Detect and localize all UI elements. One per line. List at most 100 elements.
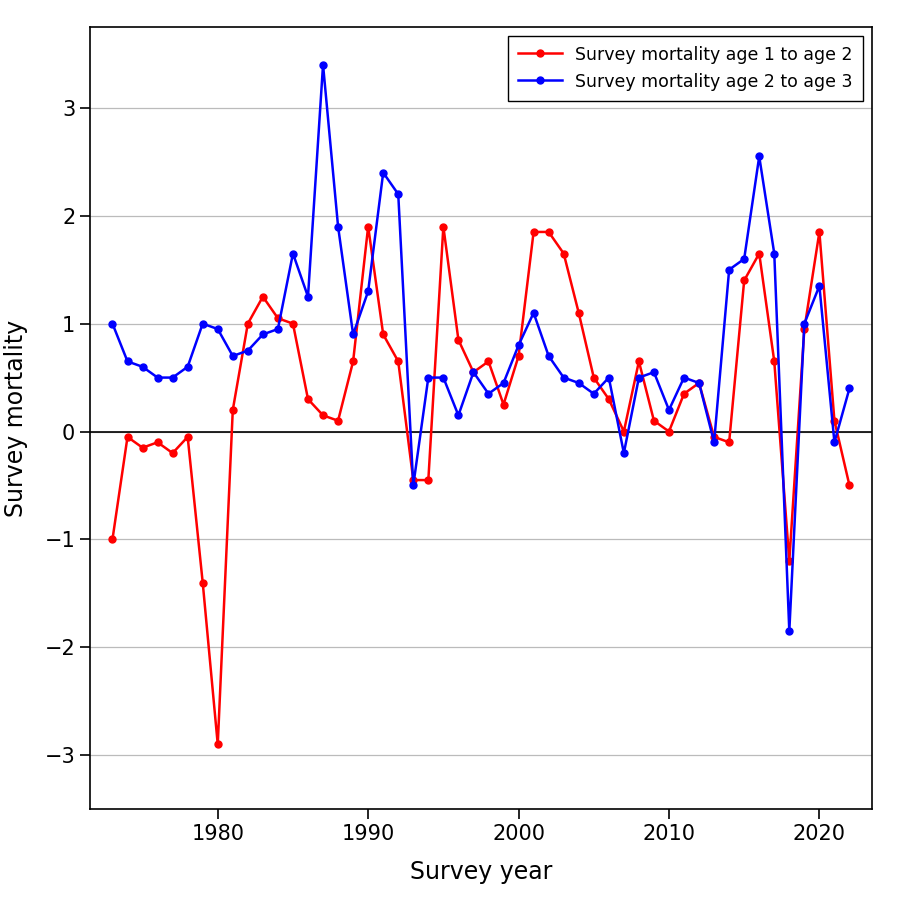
Survey mortality age 1 to age 2 [257, 291, 268, 302]
Survey mortality age 2 to age 3 [212, 324, 223, 334]
Survey mortality age 2 to age 3 [814, 280, 824, 291]
Survey mortality age 1 to age 2 [543, 227, 554, 237]
Survey mortality age 1 to age 2 [272, 313, 283, 324]
Survey mortality age 1 to age 2 [438, 221, 449, 232]
Survey mortality age 2 to age 3 [784, 626, 795, 636]
Survey mortality age 1 to age 2 [393, 356, 404, 367]
Survey mortality age 1 to age 2 [453, 334, 464, 345]
Survey mortality age 1 to age 2 [107, 534, 118, 545]
Survey mortality age 2 to age 3 [363, 286, 374, 297]
Survey mortality age 1 to age 2 [603, 394, 614, 405]
Survey mortality age 1 to age 2 [303, 394, 314, 405]
Survey mortality age 2 to age 3 [468, 367, 479, 378]
Survey mortality age 2 to age 3 [603, 372, 614, 383]
Survey mortality age 2 to age 3 [272, 324, 283, 334]
Survey mortality age 1 to age 2 [769, 356, 779, 367]
Survey mortality age 2 to age 3 [317, 59, 328, 70]
Survey mortality age 1 to age 2 [378, 329, 388, 340]
Survey mortality age 2 to age 3 [513, 340, 524, 351]
Survey mortality age 1 to age 2 [333, 415, 343, 426]
Survey mortality age 2 to age 3 [138, 361, 148, 372]
Survey mortality age 2 to age 3 [739, 254, 750, 264]
Survey mortality age 1 to age 2 [152, 437, 163, 448]
Survey mortality age 2 to age 3 [453, 410, 464, 421]
Survey mortality age 1 to age 2 [513, 351, 524, 361]
Survey mortality age 1 to age 2 [227, 405, 238, 415]
Survey mortality age 1 to age 2 [363, 221, 374, 232]
Survey mortality age 2 to age 3 [423, 372, 433, 383]
Survey mortality age 2 to age 3 [844, 383, 855, 394]
Survey mortality age 1 to age 2 [138, 442, 148, 453]
Survey mortality age 1 to age 2 [288, 318, 298, 329]
Survey mortality age 2 to age 3 [408, 480, 419, 491]
Survey mortality age 2 to age 3 [679, 372, 690, 383]
Survey mortality age 2 to age 3 [799, 318, 810, 329]
Survey mortality age 2 to age 3 [257, 329, 268, 340]
Survey mortality age 2 to age 3 [243, 345, 254, 356]
Survey mortality age 2 to age 3 [303, 291, 314, 302]
Survey mortality age 1 to age 2 [754, 248, 765, 259]
Survey mortality age 2 to age 3 [543, 351, 554, 361]
X-axis label: Survey year: Survey year [410, 860, 552, 885]
Survey mortality age 2 to age 3 [754, 151, 765, 162]
Survey mortality age 2 to age 3 [619, 448, 629, 458]
Survey mortality age 2 to age 3 [227, 351, 238, 361]
Survey mortality age 1 to age 2 [574, 307, 584, 318]
Survey mortality age 1 to age 2 [468, 367, 479, 378]
Survey mortality age 2 to age 3 [107, 318, 118, 329]
Survey mortality age 1 to age 2 [348, 356, 359, 367]
Legend: Survey mortality age 1 to age 2, Survey mortality age 2 to age 3: Survey mortality age 1 to age 2, Survey … [508, 36, 863, 102]
Survey mortality age 2 to age 3 [152, 372, 163, 383]
Survey mortality age 1 to age 2 [844, 480, 855, 491]
Y-axis label: Survey mortality: Survey mortality [4, 319, 28, 517]
Survey mortality age 1 to age 2 [679, 388, 690, 399]
Survey mortality age 2 to age 3 [393, 189, 404, 200]
Survey mortality age 1 to age 2 [694, 378, 705, 388]
Line: Survey mortality age 1 to age 2: Survey mortality age 1 to age 2 [109, 223, 853, 748]
Survey mortality age 1 to age 2 [799, 324, 810, 334]
Survey mortality age 1 to age 2 [558, 248, 569, 259]
Survey mortality age 2 to age 3 [167, 372, 178, 383]
Survey mortality age 1 to age 2 [423, 475, 433, 485]
Survey mortality age 1 to age 2 [122, 432, 133, 442]
Survey mortality age 2 to age 3 [724, 264, 734, 275]
Survey mortality age 2 to age 3 [588, 388, 599, 399]
Survey mortality age 2 to age 3 [288, 248, 298, 259]
Survey mortality age 1 to age 2 [182, 432, 193, 442]
Survey mortality age 2 to age 3 [663, 405, 674, 415]
Survey mortality age 2 to age 3 [333, 221, 343, 232]
Survey mortality age 2 to age 3 [708, 437, 719, 448]
Survey mortality age 1 to age 2 [588, 372, 599, 383]
Line: Survey mortality age 2 to age 3: Survey mortality age 2 to age 3 [109, 61, 853, 635]
Survey mortality age 2 to age 3 [829, 437, 840, 448]
Survey mortality age 1 to age 2 [814, 227, 824, 237]
Survey mortality age 2 to age 3 [483, 388, 494, 399]
Survey mortality age 1 to age 2 [739, 275, 750, 286]
Survey mortality age 1 to age 2 [784, 556, 795, 566]
Survey mortality age 1 to age 2 [529, 227, 539, 237]
Survey mortality age 1 to age 2 [317, 410, 328, 421]
Survey mortality age 1 to age 2 [212, 739, 223, 750]
Survey mortality age 2 to age 3 [529, 307, 539, 318]
Survey mortality age 2 to age 3 [348, 329, 359, 340]
Survey mortality age 2 to age 3 [498, 378, 509, 388]
Survey mortality age 2 to age 3 [648, 367, 659, 378]
Survey mortality age 2 to age 3 [122, 356, 133, 367]
Survey mortality age 2 to age 3 [634, 372, 645, 383]
Survey mortality age 2 to age 3 [694, 378, 705, 388]
Survey mortality age 2 to age 3 [438, 372, 449, 383]
Survey mortality age 2 to age 3 [197, 318, 208, 329]
Survey mortality age 1 to age 2 [829, 415, 840, 426]
Survey mortality age 1 to age 2 [708, 432, 719, 442]
Survey mortality age 1 to age 2 [619, 426, 629, 437]
Survey mortality age 1 to age 2 [663, 426, 674, 437]
Survey mortality age 1 to age 2 [634, 356, 645, 367]
Survey mortality age 1 to age 2 [243, 318, 254, 329]
Survey mortality age 1 to age 2 [408, 475, 419, 485]
Survey mortality age 2 to age 3 [574, 378, 584, 388]
Survey mortality age 2 to age 3 [769, 248, 779, 259]
Survey mortality age 1 to age 2 [724, 437, 734, 448]
Survey mortality age 1 to age 2 [498, 399, 509, 410]
Survey mortality age 2 to age 3 [378, 167, 388, 178]
Survey mortality age 2 to age 3 [558, 372, 569, 383]
